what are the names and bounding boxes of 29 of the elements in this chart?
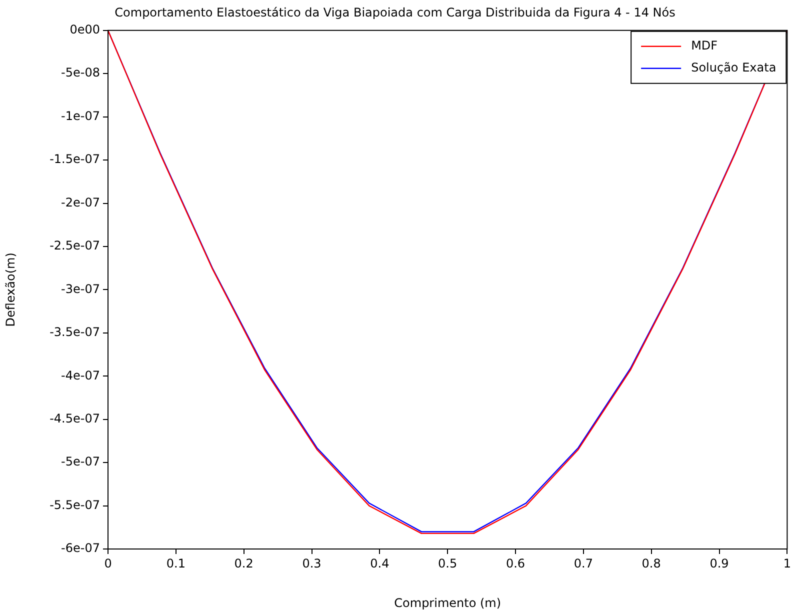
y-tick-label: -1e-07: [61, 108, 100, 123]
x-tick-label: 0.1: [166, 556, 186, 570]
y-axis-title: Deflexão(m): [3, 252, 18, 327]
y-tick-label: -4.5e-07: [50, 411, 100, 426]
chart-title: Comportamento Elastoestático da Viga Biapoiada com Carga Distribuida da Figura 4 - 14 Nós: [114, 5, 676, 20]
y-tick-label: -5e-08: [61, 66, 100, 80]
legend-label: Solução Exata: [691, 60, 776, 75]
x-tick-label: 0.7: [574, 556, 593, 570]
x-tick-label: 0.5: [438, 556, 458, 570]
y-tick-label: -1.5e-07: [50, 152, 100, 166]
x-tick-label: 1: [783, 556, 792, 570]
x-tick-label: 0.6: [506, 556, 526, 570]
y-tick-label: -4e-07: [61, 368, 100, 382]
y-tick-label: 0e00: [70, 22, 100, 37]
y-tick-label: -2e-07: [61, 195, 100, 210]
y-tick-label: -3.5e-07: [50, 325, 100, 340]
x-tick-label: 0.2: [234, 556, 254, 570]
y-tick-label: -3e-07: [61, 282, 100, 296]
x-tick-label: 0.3: [302, 556, 322, 570]
y-tick-label: -6e-07: [61, 541, 100, 556]
x-tick-label: 0: [104, 556, 112, 570]
x-tick-label: 0.8: [642, 556, 661, 570]
y-tick-label: -5e-07: [61, 454, 100, 469]
y-tick-label: -5.5e-07: [50, 498, 100, 512]
y-tick-label: -2.5e-07: [50, 238, 100, 253]
x-axis-title: Comprimento (m): [394, 596, 502, 610]
x-tick-label: 0.4: [370, 556, 390, 570]
x-tick-label: 0.9: [710, 556, 729, 570]
legend-label: MDF: [691, 38, 718, 53]
